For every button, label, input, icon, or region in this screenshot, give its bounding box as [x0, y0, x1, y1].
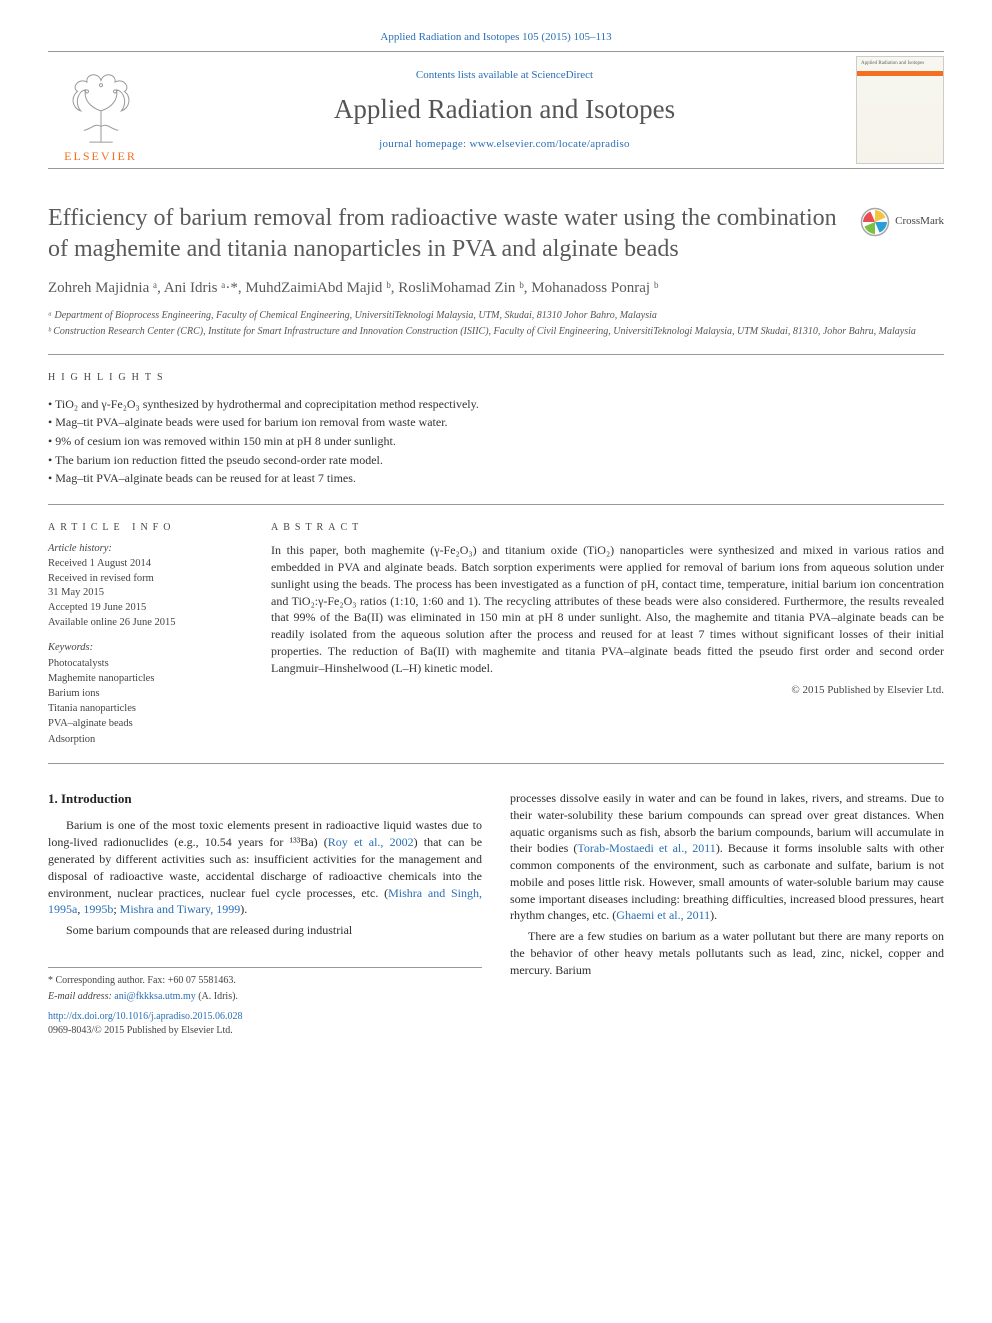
inline-ref[interactable]: Roy et al., 2002 [328, 835, 414, 849]
crossmark-badge[interactable]: CrossMark [860, 207, 944, 237]
email-link[interactable]: ani@fkkksa.utm.my [114, 991, 195, 1002]
journal-header: ELSEVIER Contents lists available at Sci… [48, 51, 944, 169]
section-number: 1. [48, 791, 58, 806]
divider [48, 354, 944, 355]
keyword: Adsorption [48, 732, 243, 747]
doi-link[interactable]: http://dx.doi.org/10.1016/j.apradiso.201… [48, 1010, 482, 1024]
divider [48, 504, 944, 505]
section-title: Introduction [61, 791, 132, 806]
body-paragraph: processes dissolve easily in water and c… [510, 790, 944, 924]
elsevier-tree-icon [62, 68, 140, 146]
inline-ref[interactable]: Ghaemi et al., 2011 [616, 908, 710, 922]
keyword: PVA–alginate beads [48, 716, 243, 731]
highlight-item: Mag–tit PVA–alginate beads were used for… [48, 413, 944, 432]
keyword: Titania nanoparticles [48, 701, 243, 716]
article-title: Efficiency of barium removal from radioa… [48, 203, 846, 264]
divider [48, 763, 944, 764]
abstract-copyright: © 2015 Published by Elsevier Ltd. [271, 683, 944, 698]
homepage-prefix: journal homepage: [379, 138, 469, 150]
history-line: Available online 26 June 2015 [48, 616, 243, 631]
section-heading-intro: 1. Introduction [48, 790, 482, 808]
keywords-block: Keywords: Photocatalysts Maghemite nanop… [48, 640, 243, 747]
keyword: Barium ions [48, 686, 243, 701]
inline-ref[interactable]: Torab-Mostaedi et al., 2011 [577, 841, 715, 855]
journal-cover-thumb: Applied Radiation and Isotopes [856, 56, 944, 164]
cover-thumb-accent [857, 71, 943, 76]
homepage-url[interactable]: www.elsevier.com/locate/apradiso [469, 138, 629, 150]
issn-line: 0969-8043/© 2015 Published by Elsevier L… [48, 1024, 482, 1038]
author-list: Zohreh Majidnia ᵃ, Ani Idris ᵃ·*, MuhdZa… [48, 278, 944, 299]
highlights-heading: HIGHLIGHTS [48, 371, 944, 385]
keyword: Maghemite nanoparticles [48, 671, 243, 686]
crossmark-label: CrossMark [895, 214, 944, 229]
inline-ref[interactable]: Mishra and Singh, 1995a [48, 886, 482, 917]
history-line: Received in revised form [48, 572, 243, 587]
elsevier-wordmark: ELSEVIER [64, 148, 137, 164]
affiliation-a: ᵃ Department of Bioprocess Engineering, … [48, 309, 944, 323]
abstract-heading: ABSTRACT [271, 521, 944, 535]
history-label: Article history: [48, 542, 243, 557]
footnotes: * Corresponding author. Fax: +60 07 5581… [48, 967, 482, 1038]
cover-thumb-title: Applied Radiation and Isotopes [861, 61, 939, 68]
body-columns: 1. Introduction Barium is one of the mos… [48, 790, 944, 1038]
email-line: E-mail address: ani@fkkksa.utm.my (A. Id… [48, 990, 482, 1004]
keywords-label: Keywords: [48, 640, 243, 655]
article-history: Article history: Received 1 August 2014 … [48, 542, 243, 630]
corresponding-author-note: * Corresponding author. Fax: +60 07 5581… [48, 974, 482, 988]
inline-ref[interactable]: 1995b [83, 902, 113, 916]
inline-ref[interactable]: Mishra and Tiwary, 1999 [120, 902, 241, 916]
article-info-heading: ARTICLE INFO [48, 521, 243, 535]
body-paragraph: Some barium compounds that are released … [48, 922, 482, 939]
crossmark-icon [860, 207, 890, 237]
highlight-item: The barium ion reduction fitted the pseu… [48, 451, 944, 470]
abstract-text: In this paper, both maghemite (γ-Fe₂O₃) … [271, 542, 944, 676]
body-paragraph: There are a few studies on barium as a w… [510, 928, 944, 978]
history-line: Accepted 19 June 2015 [48, 601, 243, 616]
contents-available-line: Contents lists available at ScienceDirec… [416, 68, 593, 83]
body-paragraph: Barium is one of the most toxic elements… [48, 817, 482, 918]
email-owner: (A. Idris). [196, 991, 238, 1002]
affiliations: ᵃ Department of Bioprocess Engineering, … [48, 309, 944, 338]
keyword: Photocatalysts [48, 656, 243, 671]
affiliation-b: ᵇ Construction Research Center (CRC), In… [48, 325, 944, 339]
highlight-item: Mag–tit PVA–alginate beads can be reused… [48, 469, 944, 488]
journal-homepage-line: journal homepage: www.elsevier.com/locat… [379, 137, 630, 152]
elsevier-logo: ELSEVIER [48, 52, 153, 168]
history-line: 31 May 2015 [48, 586, 243, 601]
highlight-item: 9% of cesium ion was removed within 150 … [48, 432, 944, 451]
highlights-section: HIGHLIGHTS TiO₂ and γ-Fe₂O₃ synthesized … [48, 371, 944, 487]
history-line: Received 1 August 2014 [48, 557, 243, 572]
sciencedirect-link[interactable]: ScienceDirect [531, 69, 593, 81]
journal-title: Applied Radiation and Isotopes [334, 91, 675, 127]
contents-prefix: Contents lists available at [416, 69, 531, 81]
running-head: Applied Radiation and Isotopes 105 (2015… [48, 30, 944, 45]
email-label: E-mail address: [48, 991, 114, 1002]
highlight-item: TiO₂ and γ-Fe₂O₃ synthesized by hydrothe… [48, 395, 944, 414]
